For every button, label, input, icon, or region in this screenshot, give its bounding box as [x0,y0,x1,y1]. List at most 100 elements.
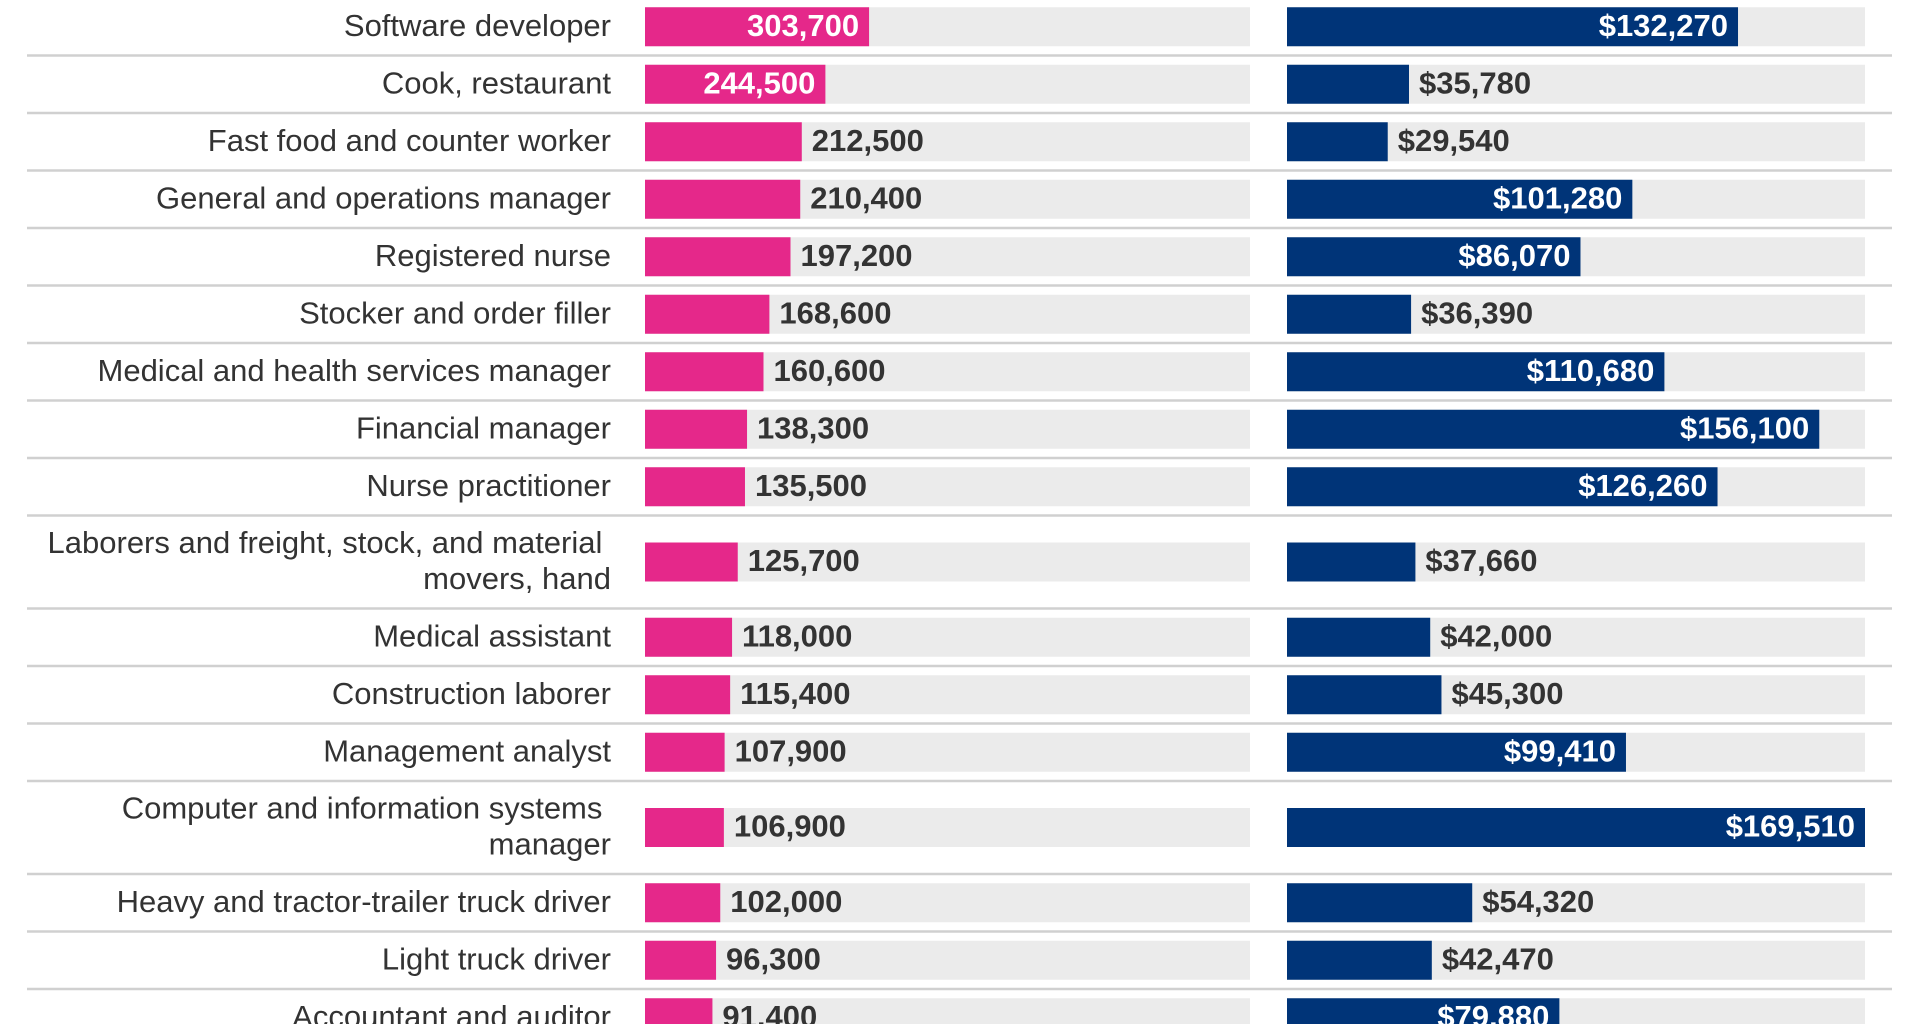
bar [1287,675,1442,715]
value-label: 96,300 [726,941,821,976]
value-label: $156,100 [1680,410,1809,445]
bar [645,808,724,847]
track [645,467,1250,507]
value-label: 160,600 [773,353,885,388]
bar [1287,294,1412,334]
category-label: Medical and health services manager [98,353,612,388]
category-label: Registered nurse [375,238,611,273]
value-label: 244,500 [703,65,815,100]
bar [645,294,770,334]
label-line: Laborers and freight, stock, and materia… [48,525,611,560]
category-label: General and operations manager [156,180,611,215]
value-label: $86,070 [1458,238,1570,273]
value-label: 138,300 [757,410,869,445]
category-label: Light truck driver [382,941,611,976]
value-label: $37,660 [1425,543,1537,578]
track [645,808,1250,847]
track [645,940,1250,980]
label-line: Computer and information systems [122,791,611,826]
category-label: Financial manager [356,410,611,445]
bar [645,237,791,277]
category-label: Construction laborer [332,676,611,711]
value-label: 106,900 [734,809,846,844]
bar [1287,617,1431,657]
bar [1287,998,1560,1024]
value-label: $110,680 [1527,353,1655,388]
bar [645,883,721,923]
value-label: 303,700 [747,8,859,43]
value-label: $101,280 [1493,180,1622,215]
value-label: $79,880 [1437,999,1549,1024]
bar [1287,467,1718,507]
bar [645,617,733,657]
value-label: $99,410 [1504,733,1616,768]
track [645,883,1250,923]
bar [645,179,801,219]
value-label: 125,700 [748,543,860,578]
category-label: Stocker and order filler [299,295,611,330]
value-label: $169,510 [1726,809,1855,844]
value-label: 91,400 [722,999,817,1024]
bar [645,352,764,392]
category-label: Computer and information systems manager [122,791,611,862]
bar [1287,940,1432,980]
value-label: 212,500 [812,123,924,158]
bar [1287,883,1473,923]
category-label: Cook, restaurant [382,65,612,100]
value-label: $42,470 [1442,941,1554,976]
value-label: $29,540 [1398,123,1510,158]
category-label: Accountant and auditor [292,999,611,1024]
bar [645,409,748,449]
bar [1287,732,1626,772]
bar [645,7,870,47]
category-label: Laborers and freight, stock, and materia… [48,525,611,596]
value-label: 118,000 [742,618,852,653]
track [645,617,1250,657]
bar [1287,64,1410,104]
value-label: 115,400 [740,676,850,711]
value-label: 135,500 [755,468,867,503]
bar [1287,7,1739,47]
track [645,675,1250,715]
track [645,542,1250,582]
track [645,998,1250,1024]
bar [645,998,713,1024]
bar [1287,237,1581,277]
category-label: Nurse practitioner [366,468,611,503]
value-label: 107,900 [735,733,847,768]
value-label: 168,600 [779,295,891,330]
value-label: 197,200 [800,238,912,273]
category-label: Medical assistant [373,618,611,653]
bar [1287,352,1665,392]
category-label: Management analyst [323,733,611,768]
bar [645,467,745,507]
value-label: 210,400 [810,180,922,215]
value-label: $54,320 [1482,884,1594,919]
bar [645,940,717,980]
track [645,732,1250,772]
bar [1287,179,1633,219]
label-line: manager [489,827,611,862]
category-label: Heavy and tractor-trailer truck driver [117,884,611,919]
bar [645,122,802,162]
value-label: $35,780 [1419,65,1531,100]
category-label: Software developer [344,8,611,43]
value-label: 102,000 [730,884,842,919]
value-label: $36,390 [1421,295,1533,330]
value-label: $45,300 [1451,676,1563,711]
bar [1287,122,1388,162]
label-line: movers, hand [423,561,611,596]
bar [645,542,738,582]
bar [1287,808,1865,847]
bar [1287,542,1416,582]
bar [645,732,725,772]
value-label: $126,260 [1578,468,1707,503]
bar [645,64,826,104]
category-label: Fast food and counter worker [208,123,611,158]
bar [645,675,731,715]
value-label: $132,270 [1599,8,1728,43]
bar [1287,409,1820,449]
value-label: $42,000 [1440,618,1552,653]
